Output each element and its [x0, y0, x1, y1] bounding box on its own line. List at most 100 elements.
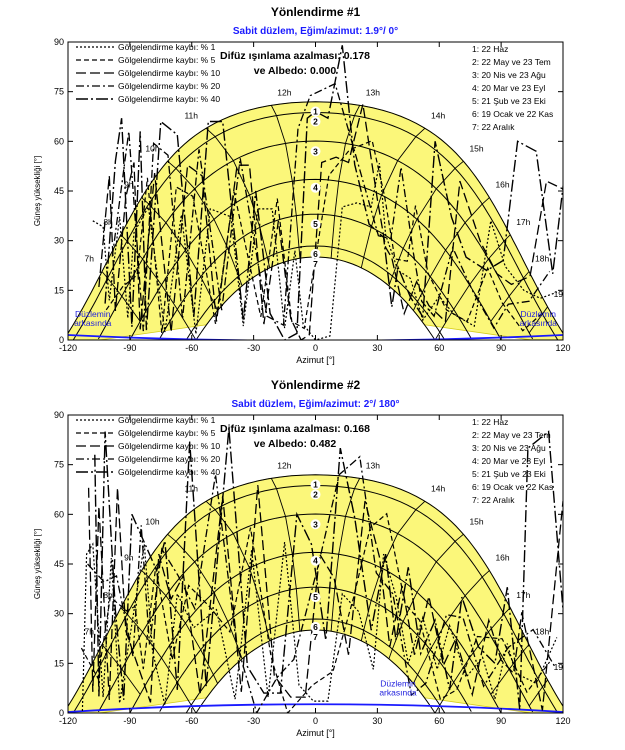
hour-label: 7h — [85, 627, 95, 637]
hour-line-18 — [490, 271, 530, 322]
x-tick-label: -30 — [247, 716, 260, 726]
shading-loss-contour-4 — [87, 455, 557, 713]
hour-label: 14h — [431, 483, 445, 493]
y-tick-label: 30 — [54, 609, 64, 619]
hour-label: 16h — [495, 553, 509, 563]
plot-content: 12 3 4 5 67 7h 8h 9h 10h 11h 12h 13h 14h 15h 16h 17h 18h… — [68, 428, 563, 713]
x-tick-label: 60 — [434, 343, 444, 353]
day-path-3 — [97, 513, 534, 713]
legend-entry: Gölgelendirme kaybı: % 40 — [118, 94, 220, 104]
x-tick-label: -120 — [59, 343, 77, 353]
y-tick-label: 60 — [54, 509, 64, 519]
plane-horizon-line — [68, 334, 563, 340]
y-tick-label: 45 — [54, 186, 64, 196]
x-tick-label: -120 — [59, 716, 77, 726]
day-number-badge — [310, 519, 321, 530]
y-tick-label: 0 — [59, 335, 64, 345]
hour-label: 14h — [431, 110, 445, 120]
y-axis-label: Güneş yüksekliği [°] — [33, 529, 42, 599]
day-number-label: 1 — [313, 480, 318, 490]
shading-loss-contour-2 — [105, 139, 544, 334]
day-legend: 1: 22 Haz 2: 22 May ve 23 Tem 3: 20 Nis ve… — [472, 44, 553, 132]
x-tick-label: 60 — [434, 716, 444, 726]
day-number-label: 4 — [313, 556, 318, 566]
hour-label: 15h — [469, 516, 483, 526]
y-tick-label: 30 — [54, 236, 64, 246]
y-tick-label: 90 — [54, 410, 64, 420]
x-tick-label: 0 — [313, 343, 318, 353]
hour-label: 13h — [366, 460, 380, 470]
hour-label: 9h — [124, 553, 134, 563]
behind-plane-label-left: arkasında — [74, 318, 112, 328]
day-number-badge — [310, 555, 321, 566]
legend-entry: Gölgelendirme kaybı: % 5 — [118, 428, 216, 438]
day-legend-entry: 4: 20 Mar ve 23 Eyl — [472, 83, 545, 93]
hour-line-13 — [330, 105, 361, 259]
behind-plane-label-right: arkasında — [379, 688, 417, 698]
hour-line-18 — [490, 644, 530, 695]
day-legend-entry: 3: 20 Nis ve 23 Ağu — [472, 70, 546, 80]
y-tick-label: 15 — [54, 285, 64, 295]
x-tick-label: 30 — [372, 343, 382, 353]
shading-legend: Gölgelendirme kaybı: % 1 Gölgelendirme ka… — [76, 42, 220, 104]
day-number-label: 6 — [313, 249, 318, 259]
shading-loss-contour-3 — [87, 485, 563, 711]
chart-subtitle: Sabit düzlem, Eğim/azimut: 2°/ 180° — [231, 399, 399, 410]
hour-label: 9h — [124, 180, 134, 190]
day-path-5 — [159, 213, 472, 339]
day-number-label: 5 — [313, 219, 318, 229]
day-number-label: 5 — [313, 592, 318, 602]
legend-entry: Gölgelendirme kaybı: % 5 — [118, 55, 216, 65]
hour-line-12 — [270, 478, 301, 632]
x-tick-label: 30 — [372, 716, 382, 726]
day-path-1 — [68, 101, 563, 335]
hour-label: 12h — [277, 87, 291, 97]
day-number-label: 4 — [313, 183, 318, 193]
behind-plane-label-right: Düzlemin — [380, 679, 416, 689]
hour-line-15 — [388, 160, 464, 287]
plane-horizon-line — [68, 703, 563, 713]
day-number-badge — [310, 592, 321, 603]
hour-label: 11h — [184, 110, 198, 120]
day-number-badge — [310, 479, 321, 490]
y-tick-label: 0 — [59, 708, 64, 718]
hour-label: 10h — [145, 143, 159, 153]
day-number-badge — [310, 116, 321, 127]
x-tick-label: 90 — [496, 716, 506, 726]
legend-entry: Gölgelendirme kaybı: % 10 — [118, 441, 220, 451]
day-legend-entry: 1: 22 Haz — [472, 44, 508, 54]
shading-loss-contour-2 — [80, 512, 551, 713]
hour-label: 15h — [469, 143, 483, 153]
day-number-badge — [310, 631, 321, 642]
day-path-6 — [185, 618, 446, 713]
legend-entry: Gölgelendirme kaybı: % 1 — [118, 42, 216, 52]
hour-line-14 — [360, 127, 426, 268]
hour-label: 18h — [535, 254, 549, 264]
hour-line-13 — [330, 478, 361, 632]
day-legend-entry: 7: 22 Aralık — [472, 495, 515, 505]
day-legend-entry: 5: 21 Şub ve 23 Eki — [472, 469, 546, 479]
diffuse-annotation: Difüz ışınlama azalması: 0.168 ve Albedo:… — [220, 423, 370, 450]
y-tick-label: 75 — [54, 87, 64, 97]
legend-entry: Gölgelendirme kaybı: % 20 — [118, 81, 220, 91]
hour-label: 8h — [103, 217, 113, 227]
x-axis-label: Azimut [°] — [296, 355, 335, 365]
day-number-badge — [310, 248, 321, 259]
hour-label: 17h — [516, 590, 530, 600]
hour-line-12 — [270, 105, 301, 259]
shading-legend: Gölgelendirme kaybı: % 1 Gölgelendirme ka… — [76, 415, 220, 477]
hour-label: 11h — [184, 483, 198, 493]
hour-label: 18h — [535, 627, 549, 637]
x-tick-label: -90 — [123, 343, 136, 353]
y-tick-label: 75 — [54, 460, 64, 470]
day-number-label: 3 — [313, 146, 318, 156]
day-number-badge — [310, 489, 321, 500]
legend-entry: Gölgelendirme kaybı: % 10 — [118, 68, 220, 78]
hour-label: 12h — [277, 460, 291, 470]
y-tick-label: 90 — [54, 37, 64, 47]
x-tick-label: -90 — [123, 716, 136, 726]
chart-title: Yönlendirme #1 — [271, 5, 361, 19]
day-legend-entry: 1: 22 Haz — [472, 417, 508, 427]
legend-entry: Gölgelendirme kaybı: % 20 — [118, 454, 220, 464]
